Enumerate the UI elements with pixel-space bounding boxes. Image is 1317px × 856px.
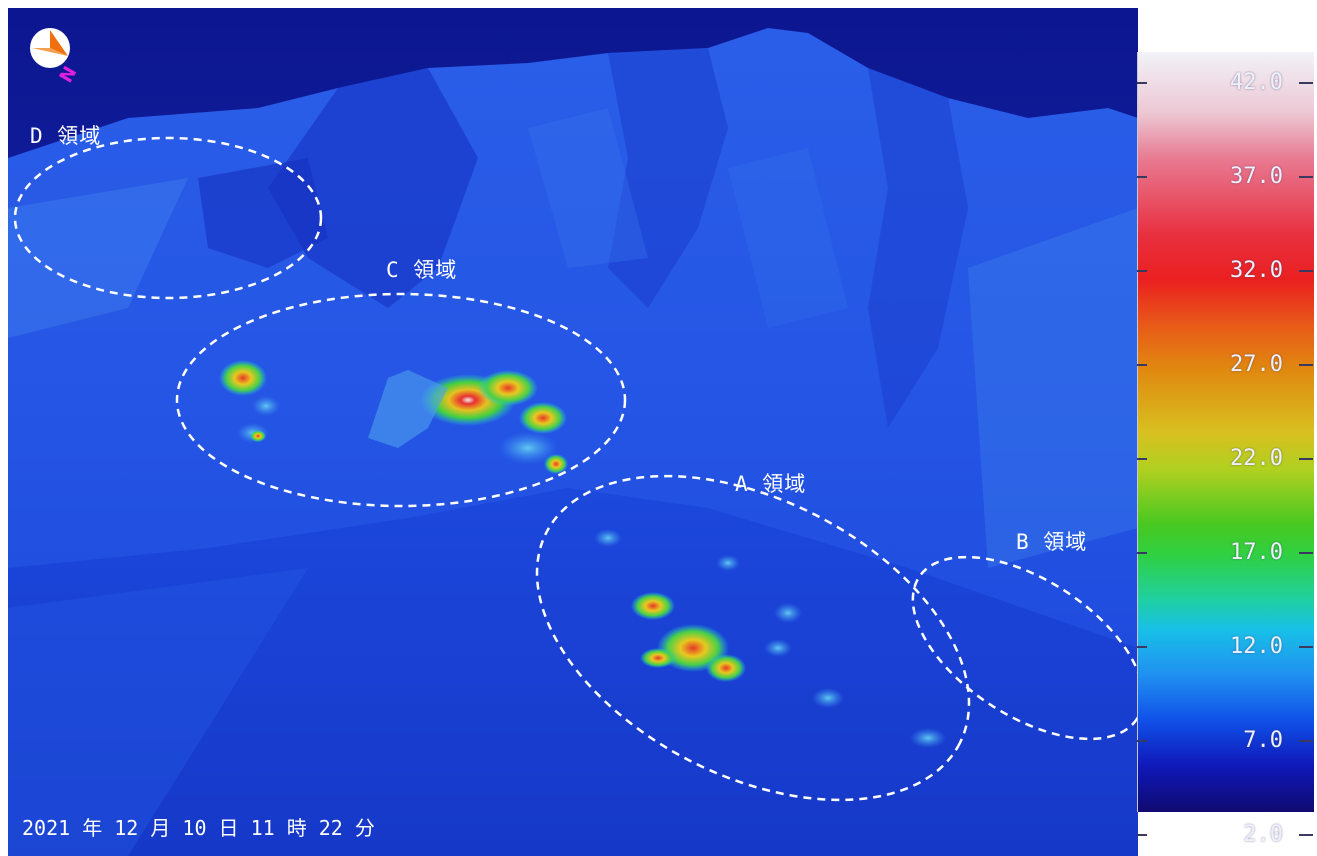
scale-label: 22.0 xyxy=(1230,446,1283,471)
region-c-label: C 領域 xyxy=(386,258,458,282)
scale-tick xyxy=(1299,82,1313,84)
scale-label: 37.0 xyxy=(1230,164,1283,189)
scale-tick xyxy=(1137,834,1147,836)
temperature-scale-bar xyxy=(1137,52,1314,812)
scale-tick xyxy=(1299,270,1313,272)
region-a-label: A 領域 xyxy=(735,472,807,496)
region-c-outline xyxy=(175,292,627,508)
scale-label: 17.0 xyxy=(1230,540,1283,565)
foreground-slope xyxy=(8,488,1138,856)
scale-tick xyxy=(1299,458,1313,460)
thermal-image xyxy=(8,8,1138,856)
scale-tick xyxy=(1299,740,1313,742)
scale-tick xyxy=(1137,740,1147,742)
scale-tick xyxy=(1137,270,1147,272)
compass-letter: N xyxy=(56,63,78,87)
scale-label: 42.0 xyxy=(1230,70,1283,95)
scale-tick xyxy=(1137,82,1147,84)
scale-tick xyxy=(1137,646,1147,648)
scale-label: 12.0 xyxy=(1230,634,1283,659)
scale-tick xyxy=(1137,176,1147,178)
scale-tick xyxy=(1299,176,1313,178)
timestamp: 2021 年 12 月 10 日 11 時 22 分 xyxy=(22,816,375,840)
compass-icon: N xyxy=(28,26,81,96)
scale-tick xyxy=(1137,458,1147,460)
scale-tick xyxy=(1299,646,1313,648)
scale-tick xyxy=(1299,552,1313,554)
region-d-label: D 領域 xyxy=(30,124,102,148)
scale-label: 32.0 xyxy=(1230,258,1283,283)
thermal-scene xyxy=(8,8,1138,856)
region-d-outline xyxy=(13,136,323,300)
scale-label: 27.0 xyxy=(1230,352,1283,377)
scale-label: 7.0 xyxy=(1243,728,1283,753)
scale-tick xyxy=(1137,552,1147,554)
temperature-scale: 42.0 37.0 32.0 27.0 22.0 17.0 12.0 7.0 2.0 xyxy=(1137,52,1314,847)
scale-tick xyxy=(1137,364,1147,366)
scale-label: 2.0 xyxy=(1243,822,1283,847)
scale-tick xyxy=(1299,364,1313,366)
region-b-label: B 領域 xyxy=(1016,530,1088,554)
scale-tick xyxy=(1299,834,1313,836)
region-a-outline xyxy=(535,474,971,802)
